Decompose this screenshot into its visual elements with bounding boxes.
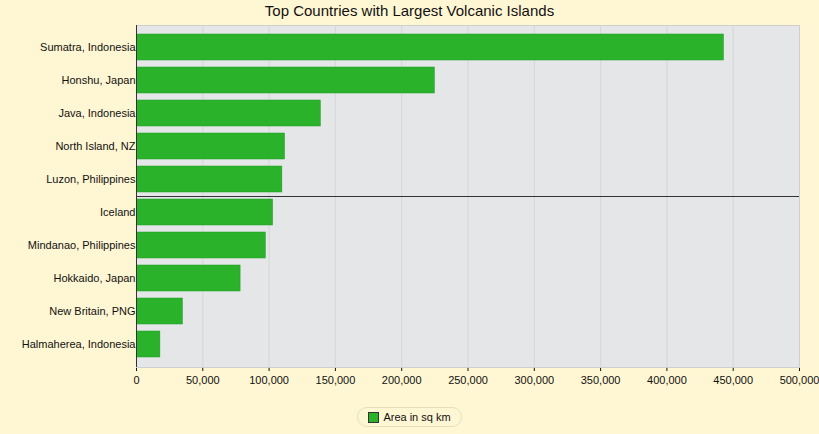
svg-text:100,000: 100,000 bbox=[249, 374, 289, 386]
svg-text:150,000: 150,000 bbox=[316, 374, 356, 386]
svg-text:Iceland: Iceland bbox=[100, 206, 135, 218]
svg-text:Sumatra, Indonesia: Sumatra, Indonesia bbox=[40, 41, 136, 53]
svg-text:Halmaherea, Indonesia: Halmaherea, Indonesia bbox=[22, 338, 137, 350]
html-text:Area in sq km: Area in sq km bbox=[383, 411, 451, 423]
svg-text:500,000: 500,000 bbox=[780, 374, 819, 386]
svg-text:450,000: 450,000 bbox=[713, 374, 753, 386]
svg-text:350,000: 350,000 bbox=[581, 374, 621, 386]
svg-text:New Britain, PNG: New Britain, PNG bbox=[49, 305, 135, 317]
svg-text:300,000: 300,000 bbox=[514, 374, 554, 386]
svg-text:Java, Indonesia: Java, Indonesia bbox=[58, 107, 136, 119]
svg-text:0: 0 bbox=[133, 374, 139, 386]
svg-text:North Island, NZ: North Island, NZ bbox=[55, 140, 135, 152]
svg-text:250,000: 250,000 bbox=[448, 374, 488, 386]
svg-text:Mindanao, Philippines: Mindanao, Philippines bbox=[28, 239, 136, 251]
svg-text:400,000: 400,000 bbox=[647, 374, 687, 386]
html-text:Top Countries with Largest Vol: Top Countries with Largest Volcanic Isla… bbox=[264, 2, 555, 19]
svg-text:Hokkaido, Japan: Hokkaido, Japan bbox=[54, 272, 136, 284]
svg-text:50,000: 50,000 bbox=[186, 374, 220, 386]
svg-text:Honshu, Japan: Honshu, Japan bbox=[62, 74, 136, 86]
svg-text:200,000: 200,000 bbox=[382, 374, 422, 386]
svg-text:Luzon, Philippines: Luzon, Philippines bbox=[46, 173, 136, 185]
